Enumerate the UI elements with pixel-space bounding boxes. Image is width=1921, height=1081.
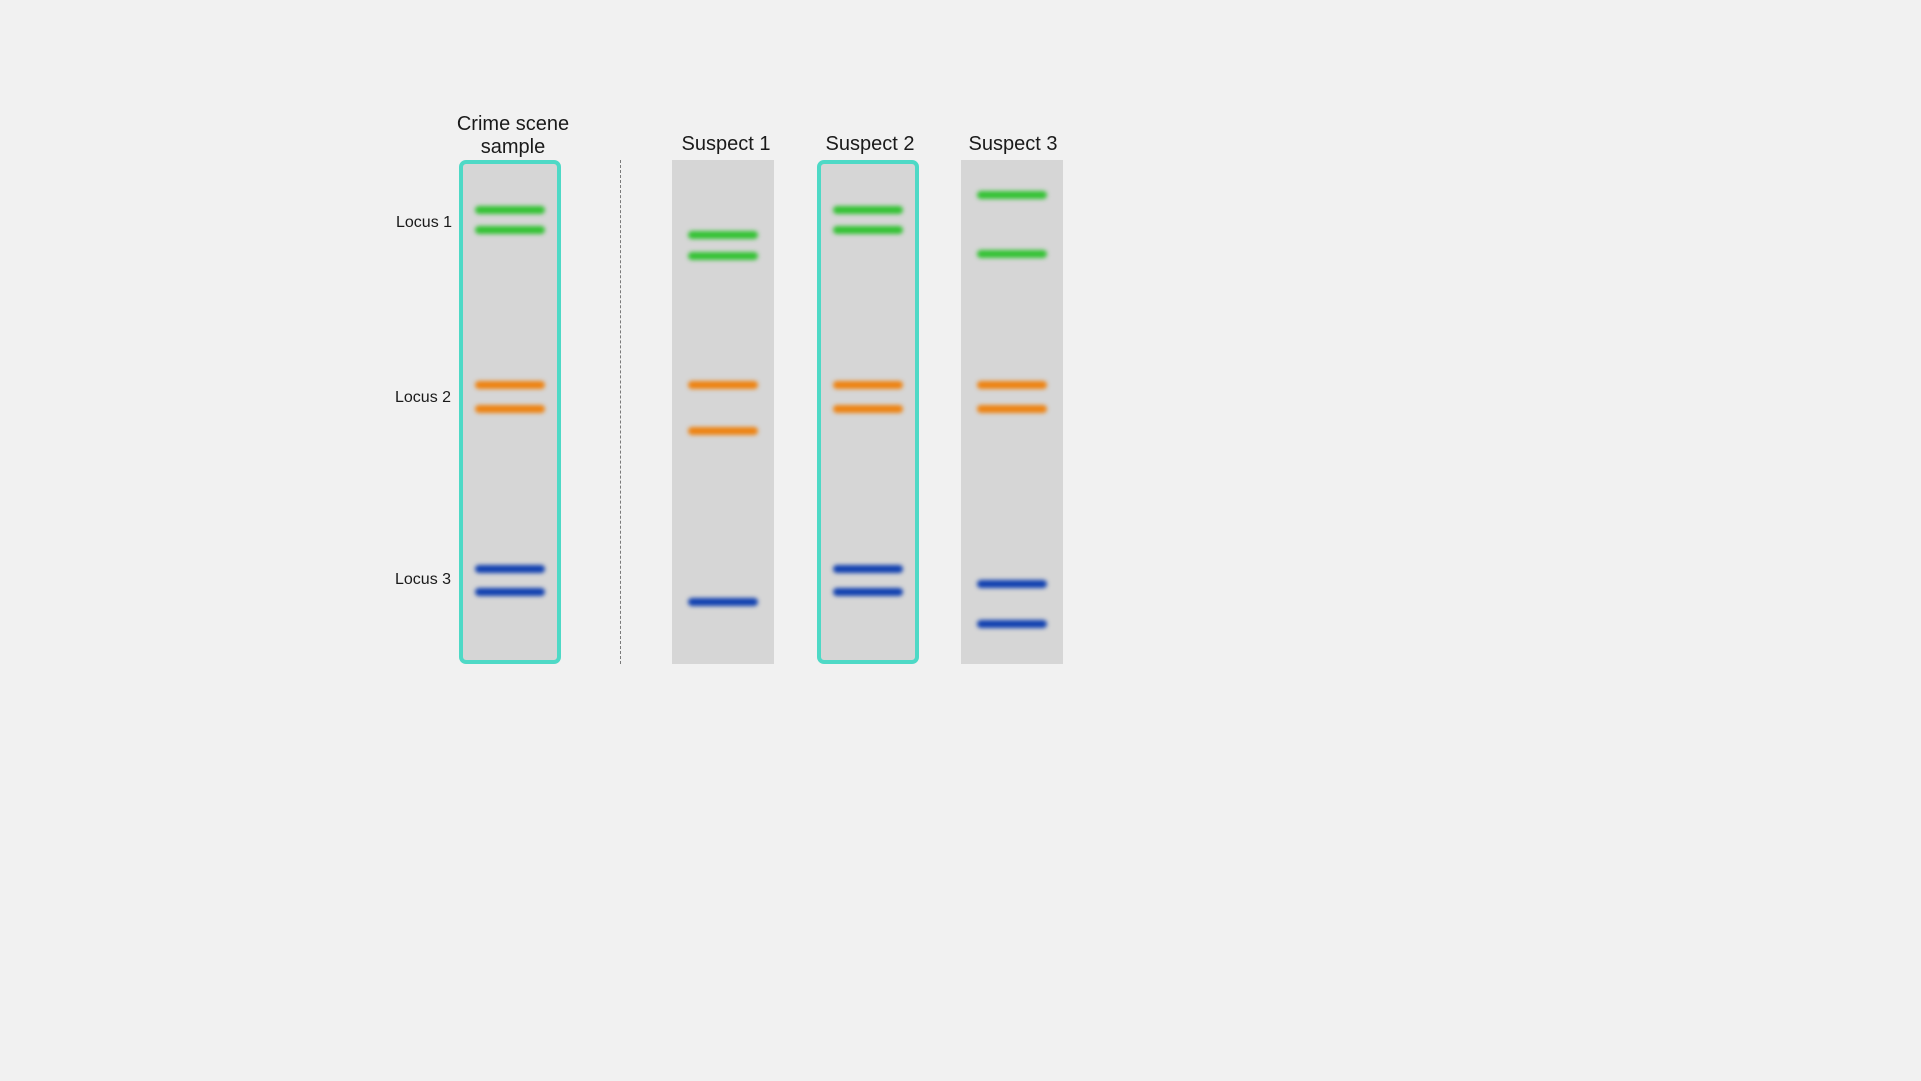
lane-title-crime-scene: Crime scene sample (448, 113, 578, 159)
band-suspect-2-3 (833, 405, 903, 413)
band-suspect-3-1 (977, 250, 1047, 258)
band-suspect-2-2 (833, 381, 903, 389)
band-suspect-2-5 (833, 588, 903, 596)
band-suspect-1-2 (688, 381, 758, 389)
divider (620, 160, 621, 664)
band-suspect-3-3 (977, 405, 1047, 413)
band-suspect-3-2 (977, 381, 1047, 389)
band-crime-scene-4 (475, 565, 545, 573)
lane-title-suspect-3: Suspect 3 (963, 133, 1063, 156)
band-crime-scene-3 (475, 405, 545, 413)
band-suspect-1-1 (688, 252, 758, 260)
band-crime-scene-5 (475, 588, 545, 596)
gel-electrophoresis-diagram: Locus 1 Locus 2 Locus 3 Crime scene sample S… (0, 0, 1921, 1081)
band-crime-scene-2 (475, 381, 545, 389)
band-crime-scene-1 (475, 226, 545, 234)
locus-label-1: Locus 1 (396, 214, 452, 232)
band-suspect-1-0 (688, 231, 758, 239)
locus-label-2: Locus 2 (395, 389, 451, 407)
band-suspect-1-4 (688, 598, 758, 606)
band-suspect-3-4 (977, 580, 1047, 588)
lane-title-suspect-2: Suspect 2 (820, 133, 920, 156)
band-suspect-3-5 (977, 620, 1047, 628)
locus-label-3: Locus 3 (395, 571, 451, 589)
band-suspect-2-1 (833, 226, 903, 234)
band-suspect-2-0 (833, 206, 903, 214)
band-crime-scene-0 (475, 206, 545, 214)
band-suspect-3-0 (977, 191, 1047, 199)
band-suspect-1-3 (688, 427, 758, 435)
band-suspect-2-4 (833, 565, 903, 573)
lane-title-suspect-1: Suspect 1 (676, 133, 776, 156)
